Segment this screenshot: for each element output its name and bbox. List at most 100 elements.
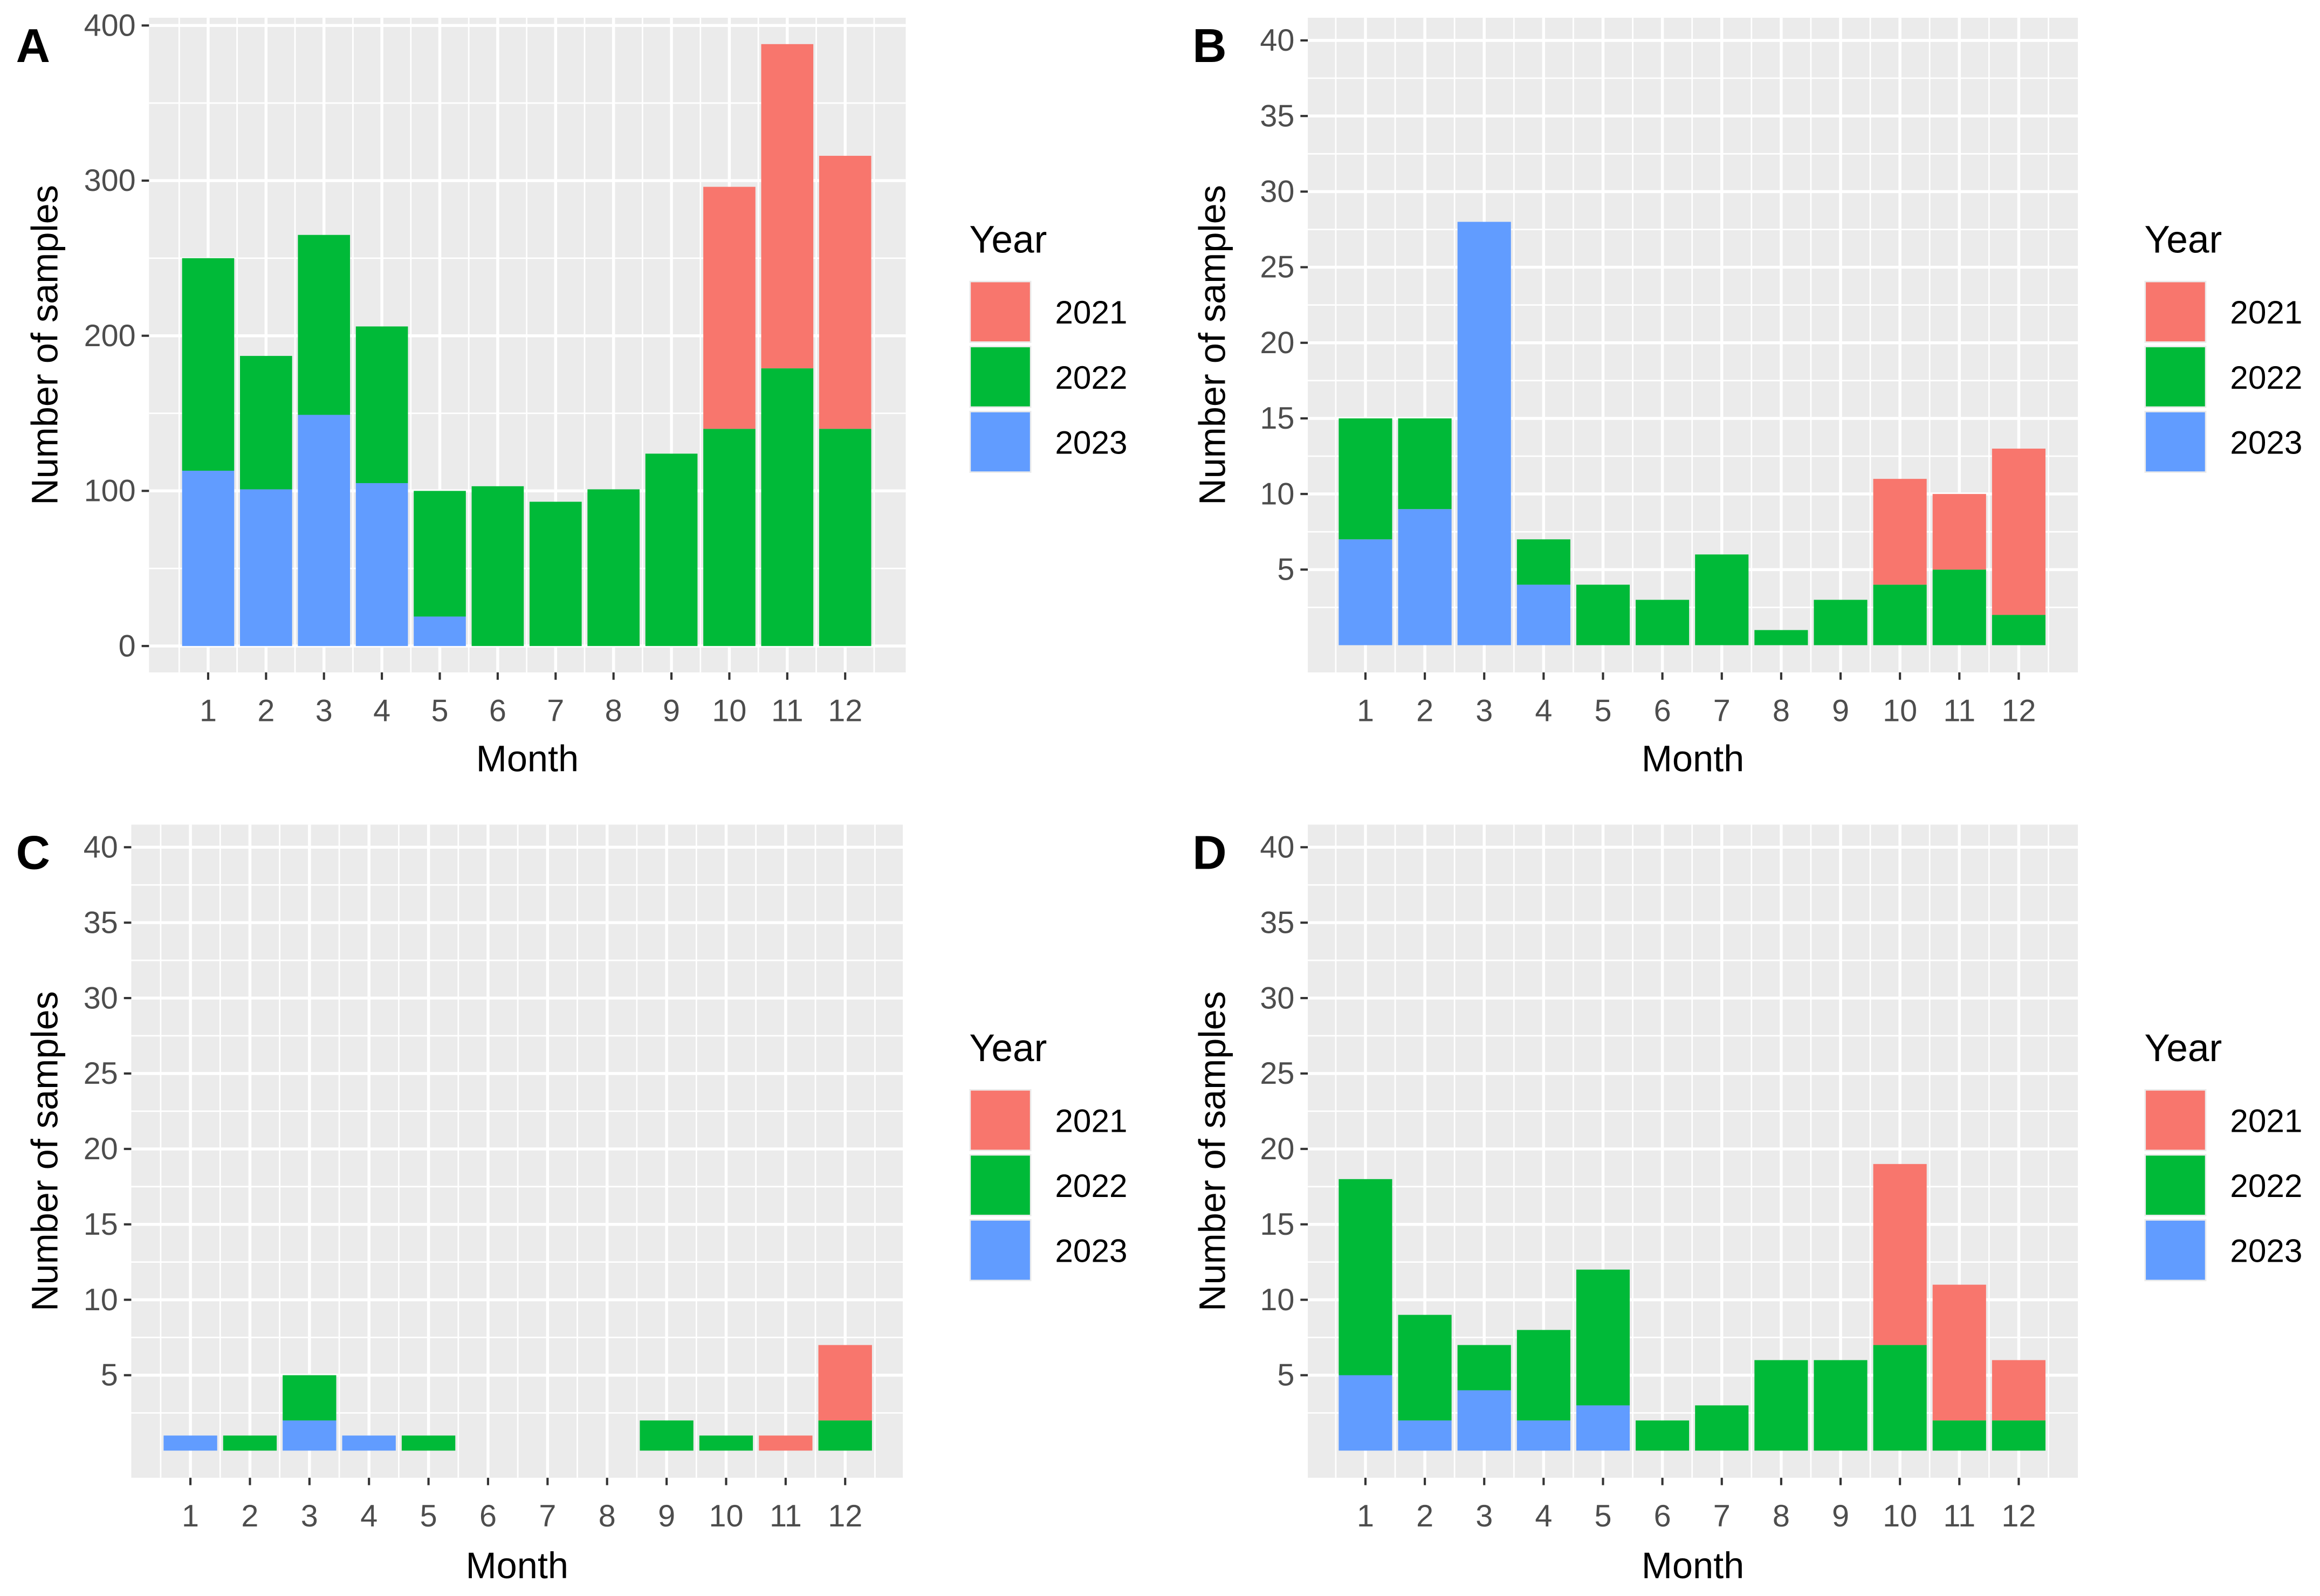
bar-D-month-11-2022 [1932,1420,1986,1451]
bar-A-month-8-2022 [587,489,640,646]
bar-D-month-6-2022 [1636,1420,1690,1451]
legend-title: Year [969,218,1047,262]
bar-B-month-10-2021 [1873,479,1927,585]
x-tick-label: 10 [1883,1499,1917,1533]
bar-B-month-4-2023 [1516,584,1570,645]
bar-B-month-2-2023 [1398,509,1452,645]
legend-title: Year [2144,1027,2222,1070]
bar-A-month-5-2023 [414,616,466,646]
x-tick-label: 5 [1594,693,1611,728]
bar-D-month-8-2022 [1754,1360,1808,1451]
legend-title: Year [969,1027,1047,1070]
legend-label-2022: 2022 [2230,359,2302,396]
x-tick-label: 6 [479,1499,497,1533]
y-tick-label: 300 [84,163,136,198]
x-tick-label: 7 [547,693,564,728]
bar-B-month-12-2021 [1992,449,2046,615]
y-tick-label: 35 [84,905,118,940]
bar-A-month-10-2022 [703,429,756,646]
y-axis-title: Number of samples [1192,185,1233,505]
y-tick-label: 5 [1277,553,1294,587]
y-tick-label: 25 [84,1056,118,1091]
y-tick-label: 25 [1260,1056,1294,1091]
y-tick-label: 200 [84,319,136,353]
legend-label-2021: 2021 [2230,1102,2302,1139]
bar-B-month-2-2022 [1398,418,1452,510]
y-tick-label: 25 [1260,250,1294,285]
panel-letter: A [16,19,50,72]
bar-A-month-3-2023 [298,415,351,646]
x-tick-label: 8 [605,693,622,728]
x-tick-label: 6 [489,693,506,728]
x-tick-label: 1 [182,1499,199,1533]
legend-label-2021: 2021 [2230,294,2302,331]
x-tick-label: 1 [1357,693,1374,728]
x-tick-label: 4 [1535,693,1552,728]
legend-swatch-2022 [971,1155,1030,1215]
bar-A-month-6-2022 [471,486,524,646]
x-tick-label: 8 [599,1499,616,1533]
x-tick-label: 12 [828,693,862,728]
bar-C-month-10-2022 [699,1435,753,1451]
y-axis-title: Number of samples [1192,991,1233,1311]
y-tick-label: 10 [84,1283,118,1317]
x-tick-label: 6 [1654,1499,1671,1533]
bar-D-month-11-2021 [1932,1284,1986,1421]
x-tick-label: 8 [1773,693,1790,728]
x-axis-title: Month [1642,1545,1744,1586]
bar-B-month-11-2021 [1932,494,1986,570]
bar-D-month-4-2022 [1516,1330,1570,1421]
panel-letter: B [1192,19,1226,72]
bar-A-month-1-2023 [182,471,235,646]
x-tick-label: 4 [373,693,390,728]
bar-A-month-4-2023 [355,483,408,646]
bar-D-month-4-2023 [1516,1420,1570,1451]
legend-swatch-2022 [971,347,1030,407]
legend-swatch-2022 [2146,347,2205,407]
legend-swatch-2023 [971,1220,1030,1280]
bar-C-month-12-2021 [818,1345,872,1421]
bar-D-month-3-2022 [1457,1345,1511,1391]
bar-A-month-2-2023 [240,489,292,646]
panel-letter: D [1192,827,1226,879]
x-tick-label: 3 [1475,1499,1493,1533]
bar-B-month-5-2022 [1576,584,1630,645]
legend-label-2023: 2023 [1055,424,1127,460]
bar-A-month-4-2022 [355,326,408,484]
y-tick-label: 100 [84,474,136,508]
legend-label-2023: 2023 [2230,1233,2302,1269]
bar-D-month-10-2021 [1873,1164,1927,1345]
bar-C-month-5-2022 [401,1435,456,1451]
x-tick-label: 5 [1594,1499,1611,1533]
legend-label-2023: 2023 [2230,424,2302,460]
x-tick-label: 11 [1943,1499,1975,1533]
x-axis-title: Month [476,738,579,780]
x-tick-label: 9 [1832,693,1849,728]
legend-label-2021: 2021 [1055,294,1127,331]
bar-A-month-1-2022 [182,258,235,471]
bar-D-month-1-2022 [1339,1179,1392,1375]
x-tick-label: 10 [712,693,746,728]
x-tick-label: 7 [539,1499,556,1533]
legend-label-2021: 2021 [1055,1102,1127,1139]
x-tick-label: 1 [200,693,217,728]
y-tick-label: 20 [84,1132,118,1166]
bar-D-month-5-2022 [1576,1269,1630,1406]
bar-B-month-8-2022 [1754,630,1808,645]
bar-A-month-11-2021 [761,44,814,369]
x-tick-label: 3 [315,693,333,728]
bar-B-month-1-2022 [1339,418,1392,540]
y-tick-label: 40 [1260,830,1294,864]
y-tick-label: 10 [1260,1283,1294,1317]
bar-D-month-12-2022 [1992,1420,2046,1451]
y-tick-label: 15 [1260,401,1294,436]
x-tick-label: 4 [1535,1499,1552,1533]
legend-label-2023: 2023 [1055,1233,1127,1269]
x-tick-label: 4 [360,1499,377,1533]
x-tick-label: 2 [1416,1499,1433,1533]
bar-B-month-10-2022 [1873,584,1927,645]
bar-A-month-9-2022 [645,453,698,646]
y-tick-label: 0 [119,629,136,663]
bar-A-month-5-2022 [414,491,466,617]
bar-C-month-3-2022 [283,1375,337,1421]
